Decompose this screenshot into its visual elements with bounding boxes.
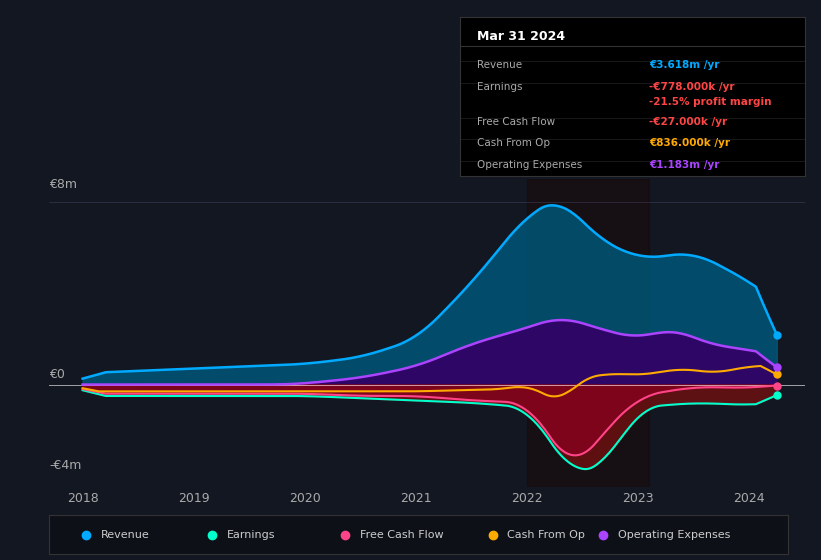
Text: Revenue: Revenue: [477, 60, 522, 70]
Text: -21.5% profit margin: -21.5% profit margin: [649, 97, 772, 106]
Text: Cash From Op: Cash From Op: [477, 138, 550, 148]
Bar: [527, 179, 649, 487]
Text: Operating Expenses: Operating Expenses: [477, 160, 582, 170]
Text: Cash From Op: Cash From Op: [507, 530, 585, 540]
Text: Free Cash Flow: Free Cash Flow: [360, 530, 443, 540]
Text: -€4m: -€4m: [49, 459, 81, 473]
Text: Revenue: Revenue: [101, 530, 149, 540]
Text: €8m: €8m: [49, 178, 77, 190]
Text: Earnings: Earnings: [227, 530, 275, 540]
Text: Mar 31 2024: Mar 31 2024: [477, 30, 565, 43]
Text: Free Cash Flow: Free Cash Flow: [477, 118, 555, 127]
Text: €3.618m /yr: €3.618m /yr: [649, 60, 720, 70]
Text: -€778.000k /yr: -€778.000k /yr: [649, 82, 735, 92]
Text: Operating Expenses: Operating Expenses: [618, 530, 731, 540]
Text: €1.183m /yr: €1.183m /yr: [649, 160, 720, 170]
Text: €836.000k /yr: €836.000k /yr: [649, 138, 731, 148]
Text: Earnings: Earnings: [477, 82, 522, 92]
Text: -€27.000k /yr: -€27.000k /yr: [649, 118, 727, 127]
Text: €0: €0: [49, 368, 65, 381]
